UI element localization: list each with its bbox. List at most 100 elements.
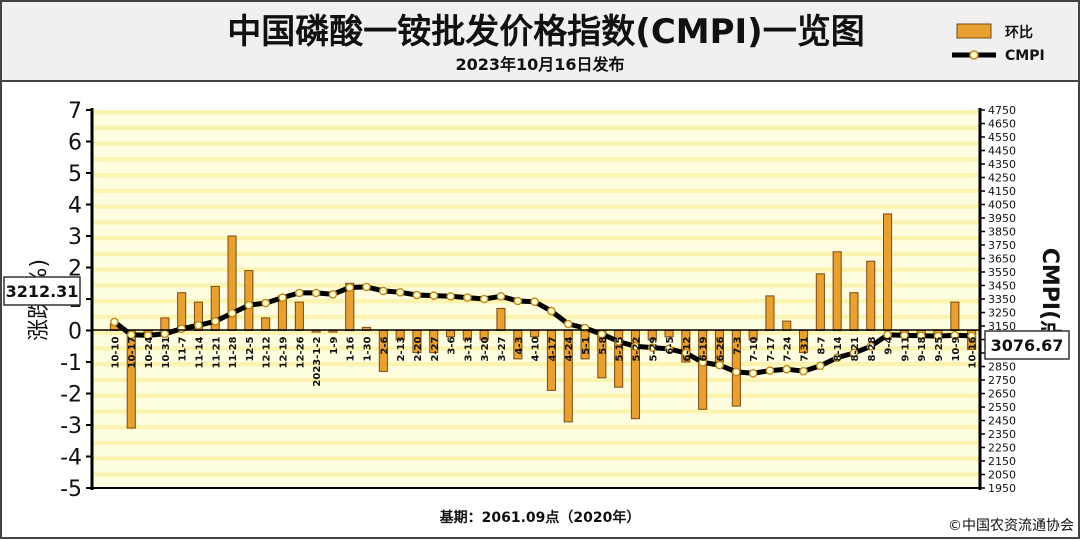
line-point: [345, 283, 355, 292]
grid-band: [92, 173, 980, 178]
bar: [294, 301, 304, 332]
category-label: 9-4: [884, 336, 895, 354]
right-tick-label: 2450: [988, 415, 1016, 428]
category-label: 8-7: [816, 336, 827, 354]
line-point: [328, 289, 338, 299]
category-label: 2023-1-2: [312, 336, 323, 386]
line-point: [715, 360, 724, 370]
category-label: 3-13: [463, 336, 474, 361]
line-point: [563, 319, 573, 329]
bar: [160, 317, 170, 331]
right-tick-label: 3650: [988, 253, 1016, 266]
category-label: 5-29: [648, 336, 659, 361]
right-tick-label: 3750: [988, 239, 1016, 252]
line-point: [698, 358, 708, 367]
grid-band: [92, 125, 980, 131]
end-callout-box: [984, 330, 1070, 360]
line-point: [967, 331, 976, 341]
line-point: [210, 316, 220, 326]
left-tick-label: 3: [68, 225, 82, 250]
category-label: 7-3: [732, 336, 743, 354]
line-point: [547, 306, 556, 316]
grid-band: [92, 346, 980, 351]
line-point: [799, 366, 808, 376]
category-label: 7-10: [749, 336, 760, 361]
bar: [664, 330, 674, 338]
left-tick-label: -4: [60, 446, 82, 471]
bar: [883, 213, 893, 331]
category-label: 9-18: [917, 336, 928, 361]
category-label: 5-1: [581, 336, 592, 354]
right-tick-label: 3550: [988, 266, 1016, 279]
grid-band: [92, 377, 980, 383]
right-axis-ticks: 4750465045504450435042504150405039503850…: [980, 104, 1016, 495]
category-label: 2-20: [413, 336, 424, 361]
line-point: [950, 330, 960, 340]
grid-band: [92, 267, 980, 272]
right-tick-label: 3950: [988, 212, 1016, 225]
header-band: [0, 0, 1080, 82]
category-label: 9-25: [934, 336, 945, 361]
line-point: [530, 297, 539, 307]
bar: [950, 301, 960, 332]
category-label: 11-28: [228, 336, 239, 368]
line-point: [395, 287, 405, 297]
category-label: 5-22: [631, 336, 642, 361]
line-point: [513, 296, 523, 306]
category-label: 6-12: [682, 336, 693, 361]
line-point: [614, 337, 623, 346]
line-point: [648, 343, 657, 352]
category-label: 7-24: [783, 336, 794, 361]
category-label: 11-14: [194, 336, 205, 368]
category-label: 11-7: [178, 336, 189, 361]
right-tick-label: 2650: [988, 388, 1016, 401]
bar: [832, 251, 842, 332]
grid-band: [92, 393, 980, 398]
bar: [782, 320, 792, 332]
bar: [849, 292, 859, 332]
category-label: 6-5: [665, 336, 676, 354]
right-tick-label: 3450: [988, 280, 1016, 293]
right-tick-label: 3150: [988, 320, 1016, 333]
grid-band: [92, 314, 980, 320]
line-point: [362, 282, 371, 292]
line-point: [378, 286, 388, 296]
cmpi-markers: [110, 282, 976, 378]
category-label: 4-17: [547, 336, 558, 361]
line-point: [782, 364, 792, 374]
category-label: 12-19: [279, 336, 290, 368]
grid-band: [92, 204, 980, 209]
right-tick-label: 2550: [988, 401, 1016, 414]
end-callout-value: 3076.67: [991, 336, 1064, 355]
right-tick-label: 4350: [988, 158, 1016, 171]
category-label: 5-15: [615, 336, 626, 361]
right-tick-label: 2150: [988, 455, 1016, 468]
category-label: 8-28: [867, 336, 878, 361]
left-tick-label: -1: [60, 351, 82, 376]
line-point: [446, 291, 455, 301]
bar: [815, 273, 825, 331]
left-tick-label: 6: [68, 131, 82, 156]
line-point: [177, 324, 186, 334]
base-period-note: 基期：2061.09点（2020年）: [440, 509, 641, 526]
line-point: [479, 294, 489, 304]
left-axis-ticks: 76543210-1-2-3-4-5: [60, 99, 92, 502]
right-tick-label: 2250: [988, 442, 1016, 455]
category-label: 1-30: [363, 336, 374, 361]
bar: [530, 330, 540, 338]
line-point: [194, 320, 203, 330]
bar: [244, 270, 254, 332]
category-label: 2-27: [430, 336, 441, 361]
line-point: [916, 331, 926, 341]
line-point: [732, 367, 741, 377]
category-label: 10-16: [968, 336, 979, 368]
line-point: [311, 288, 321, 298]
category-label: 3-20: [480, 336, 491, 361]
legend-bar-swatch: [956, 23, 992, 39]
line-point: [160, 329, 170, 339]
left-tick-label: -2: [60, 383, 82, 408]
bar: [496, 307, 506, 331]
right-tick-label: 2750: [988, 374, 1016, 387]
right-tick-label: 2850: [988, 361, 1016, 374]
